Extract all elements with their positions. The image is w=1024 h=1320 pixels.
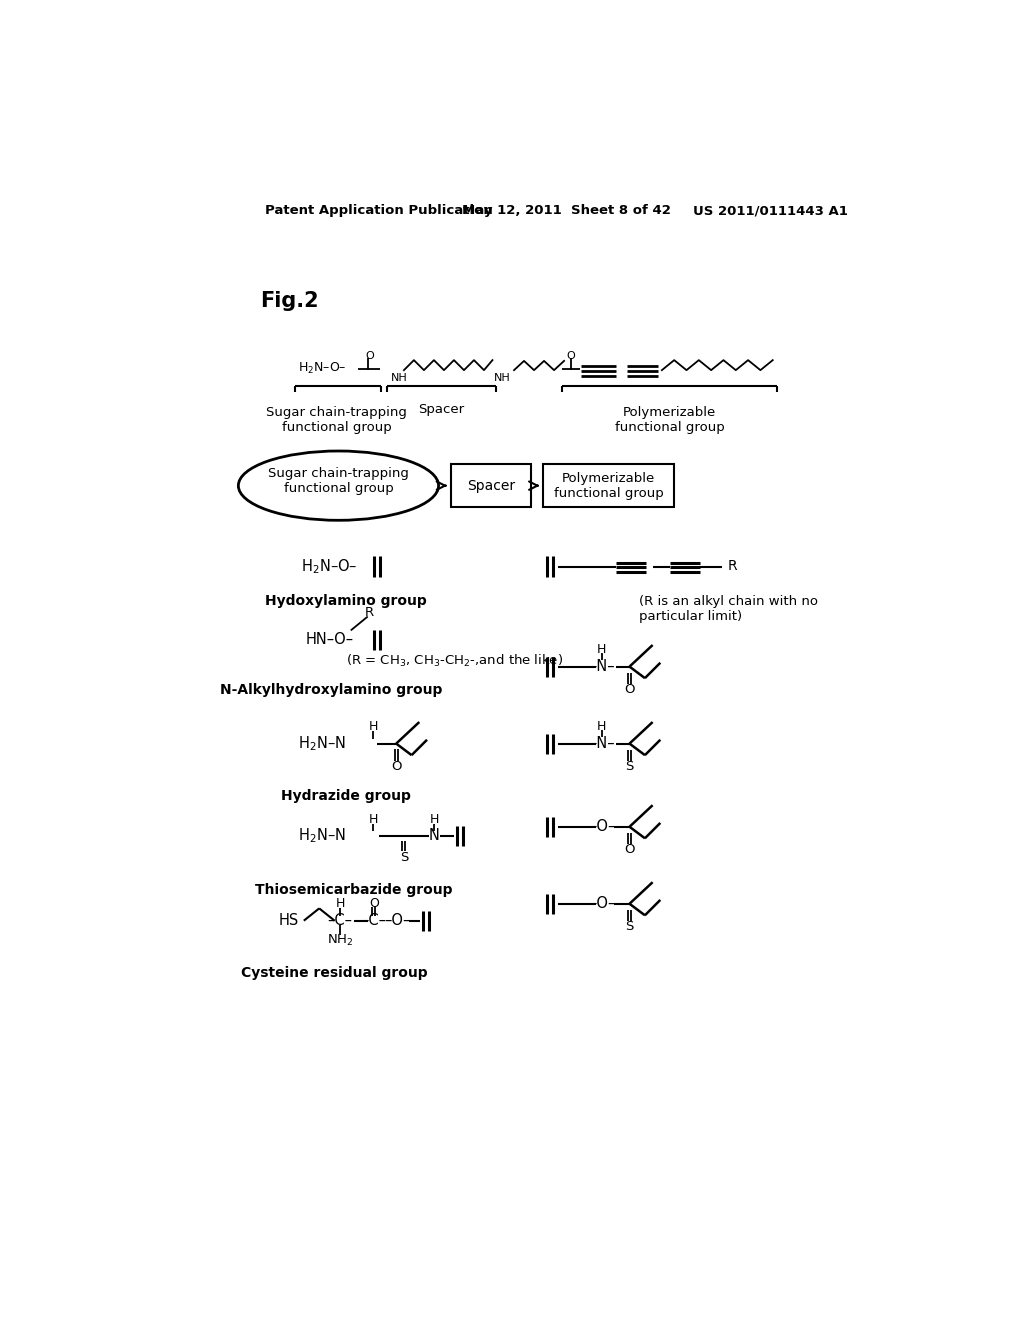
Text: H: H: [335, 898, 345, 911]
Text: (R = CH$_3$, CH$_3$-CH$_2$-,and the like): (R = CH$_3$, CH$_3$-CH$_2$-,and the like…: [346, 653, 563, 669]
Text: O: O: [625, 684, 635, 696]
Text: R: R: [727, 560, 737, 573]
Text: HS: HS: [279, 913, 299, 928]
Text: O: O: [391, 760, 401, 774]
Text: –O–: –O–: [590, 896, 615, 911]
Text: –O–: –O–: [590, 820, 615, 834]
Text: Sugar chain-trapping
functional group: Sugar chain-trapping functional group: [266, 407, 408, 434]
Text: Patent Application Publication: Patent Application Publication: [265, 205, 494, 218]
FancyBboxPatch shape: [451, 465, 531, 507]
Text: NH: NH: [494, 372, 511, 383]
Text: O: O: [566, 351, 575, 362]
Text: Polymerizable
functional group: Polymerizable functional group: [614, 407, 724, 434]
Text: –O–: –O–: [384, 913, 411, 928]
Text: Hydoxylamino group: Hydoxylamino group: [265, 594, 427, 609]
FancyBboxPatch shape: [544, 465, 674, 507]
Text: O: O: [625, 843, 635, 857]
Text: S: S: [399, 851, 409, 865]
Text: May 12, 2011  Sheet 8 of 42: May 12, 2011 Sheet 8 of 42: [462, 205, 671, 218]
Text: H: H: [369, 813, 378, 825]
Text: Spacer: Spacer: [467, 479, 515, 492]
Text: H: H: [369, 721, 378, 733]
Text: $\mathsf{H_2N}$–N: $\mathsf{H_2N}$–N: [298, 734, 346, 752]
Text: $\mathsf{H_2N}$–O–: $\mathsf{H_2N}$–O–: [301, 557, 357, 576]
Text: $\mathsf{H_2N}$–N: $\mathsf{H_2N}$–N: [298, 826, 346, 845]
Text: Polymerizable
functional group: Polymerizable functional group: [554, 471, 664, 500]
Text: H: H: [429, 813, 438, 825]
Text: –C–: –C–: [361, 913, 386, 928]
Text: Hydrazide group: Hydrazide group: [282, 789, 411, 803]
Text: Fig.2: Fig.2: [260, 290, 318, 310]
Text: –C–: –C–: [328, 913, 352, 928]
Text: HN–O–: HN–O–: [305, 632, 353, 647]
Text: H: H: [597, 721, 606, 733]
Text: S: S: [626, 760, 634, 774]
Text: O: O: [369, 898, 379, 911]
Text: Spacer: Spacer: [419, 403, 465, 416]
Text: H: H: [597, 643, 606, 656]
Text: Sugar chain-trapping
functional group: Sugar chain-trapping functional group: [268, 467, 409, 495]
Text: NH$_2$: NH$_2$: [327, 933, 353, 948]
Text: (R is an alkyl chain with no
particular limit): (R is an alkyl chain with no particular …: [639, 595, 818, 623]
Text: Thiosemicarbazide group: Thiosemicarbazide group: [255, 883, 453, 896]
Text: US 2011/0111443 A1: US 2011/0111443 A1: [692, 205, 848, 218]
Text: O: O: [365, 351, 374, 362]
Text: Cysteine residual group: Cysteine residual group: [242, 966, 428, 979]
Text: R: R: [365, 606, 374, 619]
Text: $\mathsf{H_2N}$–O–: $\mathsf{H_2N}$–O–: [298, 362, 347, 376]
Text: N: N: [428, 829, 439, 843]
Text: NH: NH: [391, 372, 408, 383]
Text: –N–: –N–: [589, 737, 614, 751]
Text: N-Alkylhydroxylamino group: N-Alkylhydroxylamino group: [219, 682, 442, 697]
Text: –N–: –N–: [589, 659, 614, 675]
Text: S: S: [626, 920, 634, 933]
